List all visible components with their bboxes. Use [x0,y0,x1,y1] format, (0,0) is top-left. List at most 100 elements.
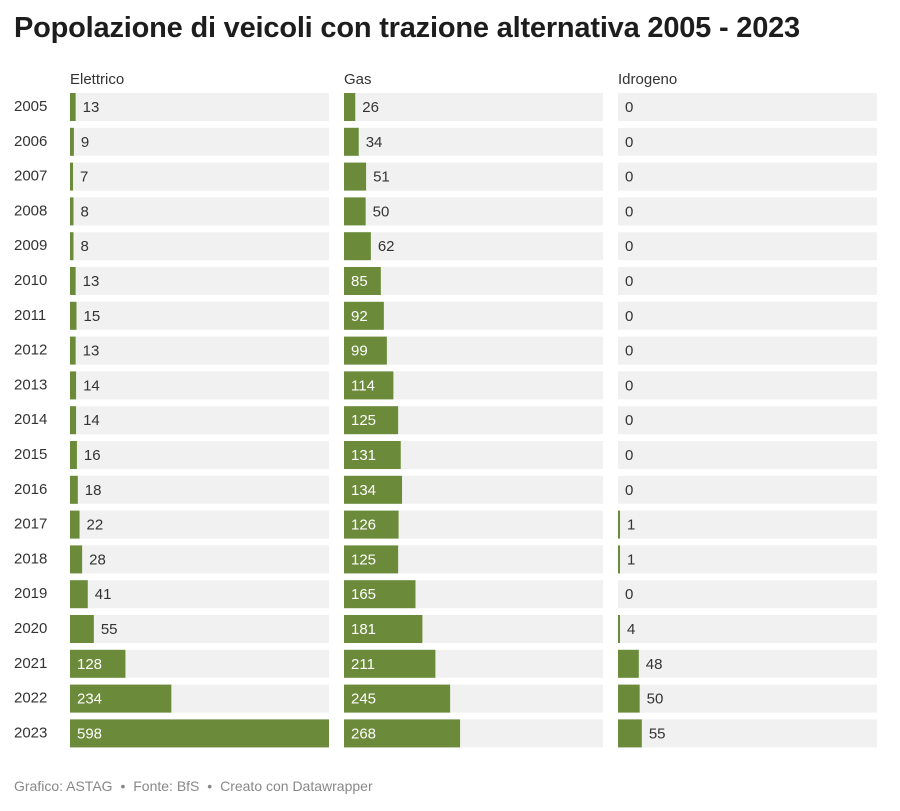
data-label: 13 [83,343,100,360]
data-label: 14 [83,412,100,429]
bar [70,93,76,121]
bar [70,406,77,435]
bar-track [70,580,329,609]
data-label: 0 [625,482,633,499]
data-label: 16 [84,447,101,464]
bar-track [344,232,603,261]
bar-track [70,475,329,504]
data-label: 128 [77,656,102,673]
data-label: 41 [95,586,112,603]
bar [344,684,451,713]
bar [70,545,83,574]
bar-track [618,93,877,121]
data-label: 0 [625,308,633,325]
bar [70,127,74,156]
bar [344,232,371,261]
panel-header: Elettrico [70,71,124,88]
bar-track [618,510,877,539]
bar-track [618,336,877,365]
bar [344,580,416,609]
data-label: 268 [351,725,376,742]
data-label: 26 [362,99,379,116]
bar [70,267,76,295]
data-label: 18 [85,482,102,499]
data-label: 13 [83,99,100,116]
year-label: 2021 [14,655,47,672]
bar [618,510,620,539]
bar [70,371,77,400]
bar [618,649,639,678]
bar [70,649,126,678]
bar-track [70,441,329,469]
year-label: 2019 [14,585,47,602]
bar-track [618,162,877,191]
data-label: 55 [101,621,118,638]
data-label: 125 [351,551,376,568]
year-label: 2023 [14,724,47,741]
chart-area: 2005 2006 2007 2008 2009 2010 2011 2012 2013 2014… [14,71,877,748]
data-label: 598 [77,725,102,742]
bar [344,545,399,574]
bar [70,441,77,469]
data-label: 126 [351,517,376,534]
bar-track [618,580,877,609]
bar [344,371,394,400]
bar-track [70,93,329,121]
data-label: 48 [646,656,663,673]
bar [70,719,329,748]
data-label: 245 [351,691,376,708]
data-label: 7 [80,169,88,186]
year-label: 2006 [14,133,47,150]
data-label: 134 [351,482,376,499]
bar [618,719,642,748]
bar-track [618,475,877,504]
bar-track [618,127,877,156]
data-label: 99 [351,343,368,360]
bar-track [70,162,329,191]
year-label: 2017 [14,516,47,533]
year-label: 2013 [14,376,47,393]
year-label: 2016 [14,481,47,498]
bar-track [70,510,329,539]
data-label: 51 [373,169,390,186]
data-label: 8 [80,203,88,220]
bar [344,615,423,643]
data-label: 28 [89,551,106,568]
bar-track [618,371,877,400]
bar-track [618,267,877,295]
bar-track [70,615,329,643]
bar-track [344,197,603,226]
bar [70,336,76,365]
data-label: 0 [625,169,633,186]
bar [344,301,384,330]
data-label: 181 [351,621,376,638]
bar [618,615,620,643]
data-label: 0 [625,377,633,394]
bar [70,197,74,226]
data-label: 9 [81,134,89,151]
bar-track [344,127,603,156]
data-label: 15 [83,308,100,325]
bar-track [344,301,603,330]
data-label: 8 [80,238,88,255]
bar [344,267,381,295]
bar-track [618,649,877,678]
bar [70,580,88,609]
bar [344,719,461,748]
year-label: 2007 [14,168,47,185]
bar-track [70,371,329,400]
data-label: 131 [351,447,376,464]
data-label: 92 [351,308,368,325]
data-label: 22 [87,517,104,534]
year-label: 2005 [14,98,47,115]
footer-separator: • [120,778,126,794]
footer-credit: Grafico: ASTAG [14,778,113,794]
data-label: 0 [625,586,633,603]
data-label: 13 [83,273,100,290]
bar-track [70,406,329,435]
footer-tool: Creato con Datawrapper [220,778,373,794]
bar-track [618,232,877,261]
bar [344,336,387,365]
data-label: 165 [351,586,376,603]
data-label: 1 [627,551,635,568]
